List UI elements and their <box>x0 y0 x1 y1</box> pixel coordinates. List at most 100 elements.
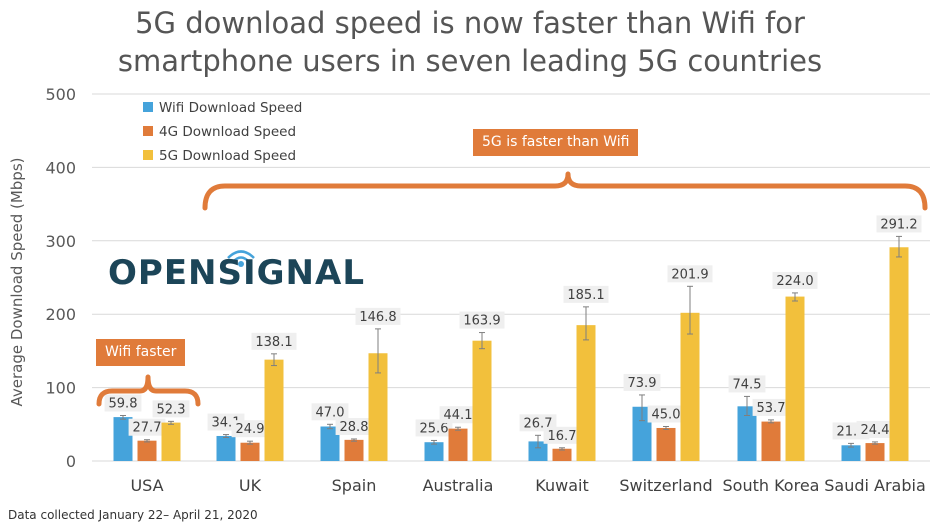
data-label: 185.1 <box>567 288 604 303</box>
legend-label: Wifi Download Speed <box>159 100 302 116</box>
data-label-background <box>152 400 190 418</box>
data-label-background <box>667 265 713 283</box>
chart-title-line-2: smartphone users in seven leading 5G cou… <box>117 44 823 78</box>
data-label-background <box>623 373 661 391</box>
bracket-wifi-faster <box>96 374 201 407</box>
bar <box>216 435 236 461</box>
bar <box>552 448 572 461</box>
bar <box>320 426 340 461</box>
x-tick-label: USA <box>130 476 163 495</box>
bar <box>841 445 861 461</box>
data-label-background <box>231 420 269 438</box>
bar <box>472 340 492 461</box>
callout-wifi-faster: Wifi faster <box>96 339 186 366</box>
bar <box>680 312 700 461</box>
bar <box>785 296 805 461</box>
y-tick-label: 100 <box>45 379 76 398</box>
data-label: 44.1 <box>444 408 473 423</box>
x-tick-label: Australia <box>423 476 494 495</box>
data-label: 45.0 <box>652 408 681 423</box>
data-label-background <box>856 420 894 438</box>
bar <box>240 442 260 461</box>
x-tick-label: Kuwait <box>535 476 588 495</box>
y-tick-label: 0 <box>66 452 76 471</box>
data-label-background <box>459 311 505 329</box>
data-label: 28.8 <box>340 420 369 435</box>
logo-signal-dot <box>238 261 244 267</box>
data-label-background <box>728 375 766 393</box>
bar <box>344 439 364 461</box>
logo-signal-arc <box>227 250 255 259</box>
data-label-background <box>543 426 581 444</box>
bar <box>137 440 157 461</box>
data-label: 291.2 <box>880 217 917 232</box>
bar <box>161 422 181 461</box>
data-label: 59.8 <box>109 396 138 411</box>
bar <box>264 359 284 461</box>
callout-5g-faster: 5G is faster than Wifi <box>473 129 639 156</box>
data-label: 146.8 <box>359 310 396 325</box>
data-label-background <box>311 403 349 421</box>
data-label: 73.9 <box>628 376 657 391</box>
data-label: 24.9 <box>236 422 265 437</box>
data-label: 27.7 <box>133 421 162 436</box>
bar <box>528 441 548 461</box>
data-label: 74.5 <box>733 377 762 392</box>
legend-label: 4G Download Speed <box>159 124 296 140</box>
x-tick-label: UK <box>239 476 262 495</box>
data-label-background <box>439 406 477 424</box>
y-axis-title: Average Download Speed (Mbps) <box>8 158 26 407</box>
bar <box>865 443 885 461</box>
legend-label: 5G Download Speed <box>159 148 296 164</box>
opensignal-logo: OPENSIGNAL <box>108 253 365 293</box>
bar <box>656 427 676 461</box>
data-label: 52.3 <box>157 402 186 417</box>
data-label-background <box>355 307 401 325</box>
data-label-background <box>647 405 685 423</box>
data-label: 16.7 <box>548 429 577 444</box>
data-label: 224.0 <box>776 274 813 289</box>
bar <box>113 417 133 461</box>
x-tick-label: Spain <box>332 476 377 495</box>
x-tick-label: South Korea <box>723 476 820 495</box>
data-label: 138.1 <box>255 335 292 350</box>
logo-signal-arc <box>232 256 250 263</box>
bar <box>761 421 781 461</box>
data-label-background <box>128 418 166 436</box>
bar <box>424 442 444 461</box>
bracket-5g-faster <box>202 171 928 211</box>
bar <box>368 353 388 461</box>
chart-title: 5G download speed is now faster than Wif… <box>0 4 940 80</box>
data-label: 24.4 <box>861 423 890 438</box>
bar <box>448 428 468 461</box>
data-label-background <box>752 398 790 416</box>
bar <box>576 325 596 461</box>
y-tick-label: 400 <box>45 158 76 177</box>
bar <box>632 406 652 461</box>
data-label-background <box>415 419 453 437</box>
y-tick-label: 500 <box>45 85 76 104</box>
data-label-background <box>772 271 818 289</box>
legend-swatch <box>143 150 153 160</box>
legend-swatch <box>143 102 153 112</box>
legend-swatch <box>143 126 153 136</box>
data-label-background <box>104 394 142 412</box>
data-label-background <box>876 215 922 233</box>
x-tick-label: Switzerland <box>619 476 712 495</box>
bar <box>737 406 757 461</box>
data-label-background <box>251 332 297 350</box>
bar <box>889 247 909 461</box>
data-label-background <box>335 417 373 435</box>
data-label-background <box>563 285 609 303</box>
data-label: 25.6 <box>420 421 449 436</box>
y-tick-label: 200 <box>45 305 76 324</box>
data-label: 53.7 <box>757 401 786 416</box>
footnote: Data collected January 22– April 21, 202… <box>8 508 258 522</box>
data-label: 47.0 <box>316 405 345 420</box>
chart-title-line-1: 5G download speed is now faster than Wif… <box>135 6 805 40</box>
x-tick-label: Saudi Arabia <box>824 476 926 495</box>
y-tick-label: 300 <box>45 232 76 251</box>
data-label: 163.9 <box>463 314 500 329</box>
